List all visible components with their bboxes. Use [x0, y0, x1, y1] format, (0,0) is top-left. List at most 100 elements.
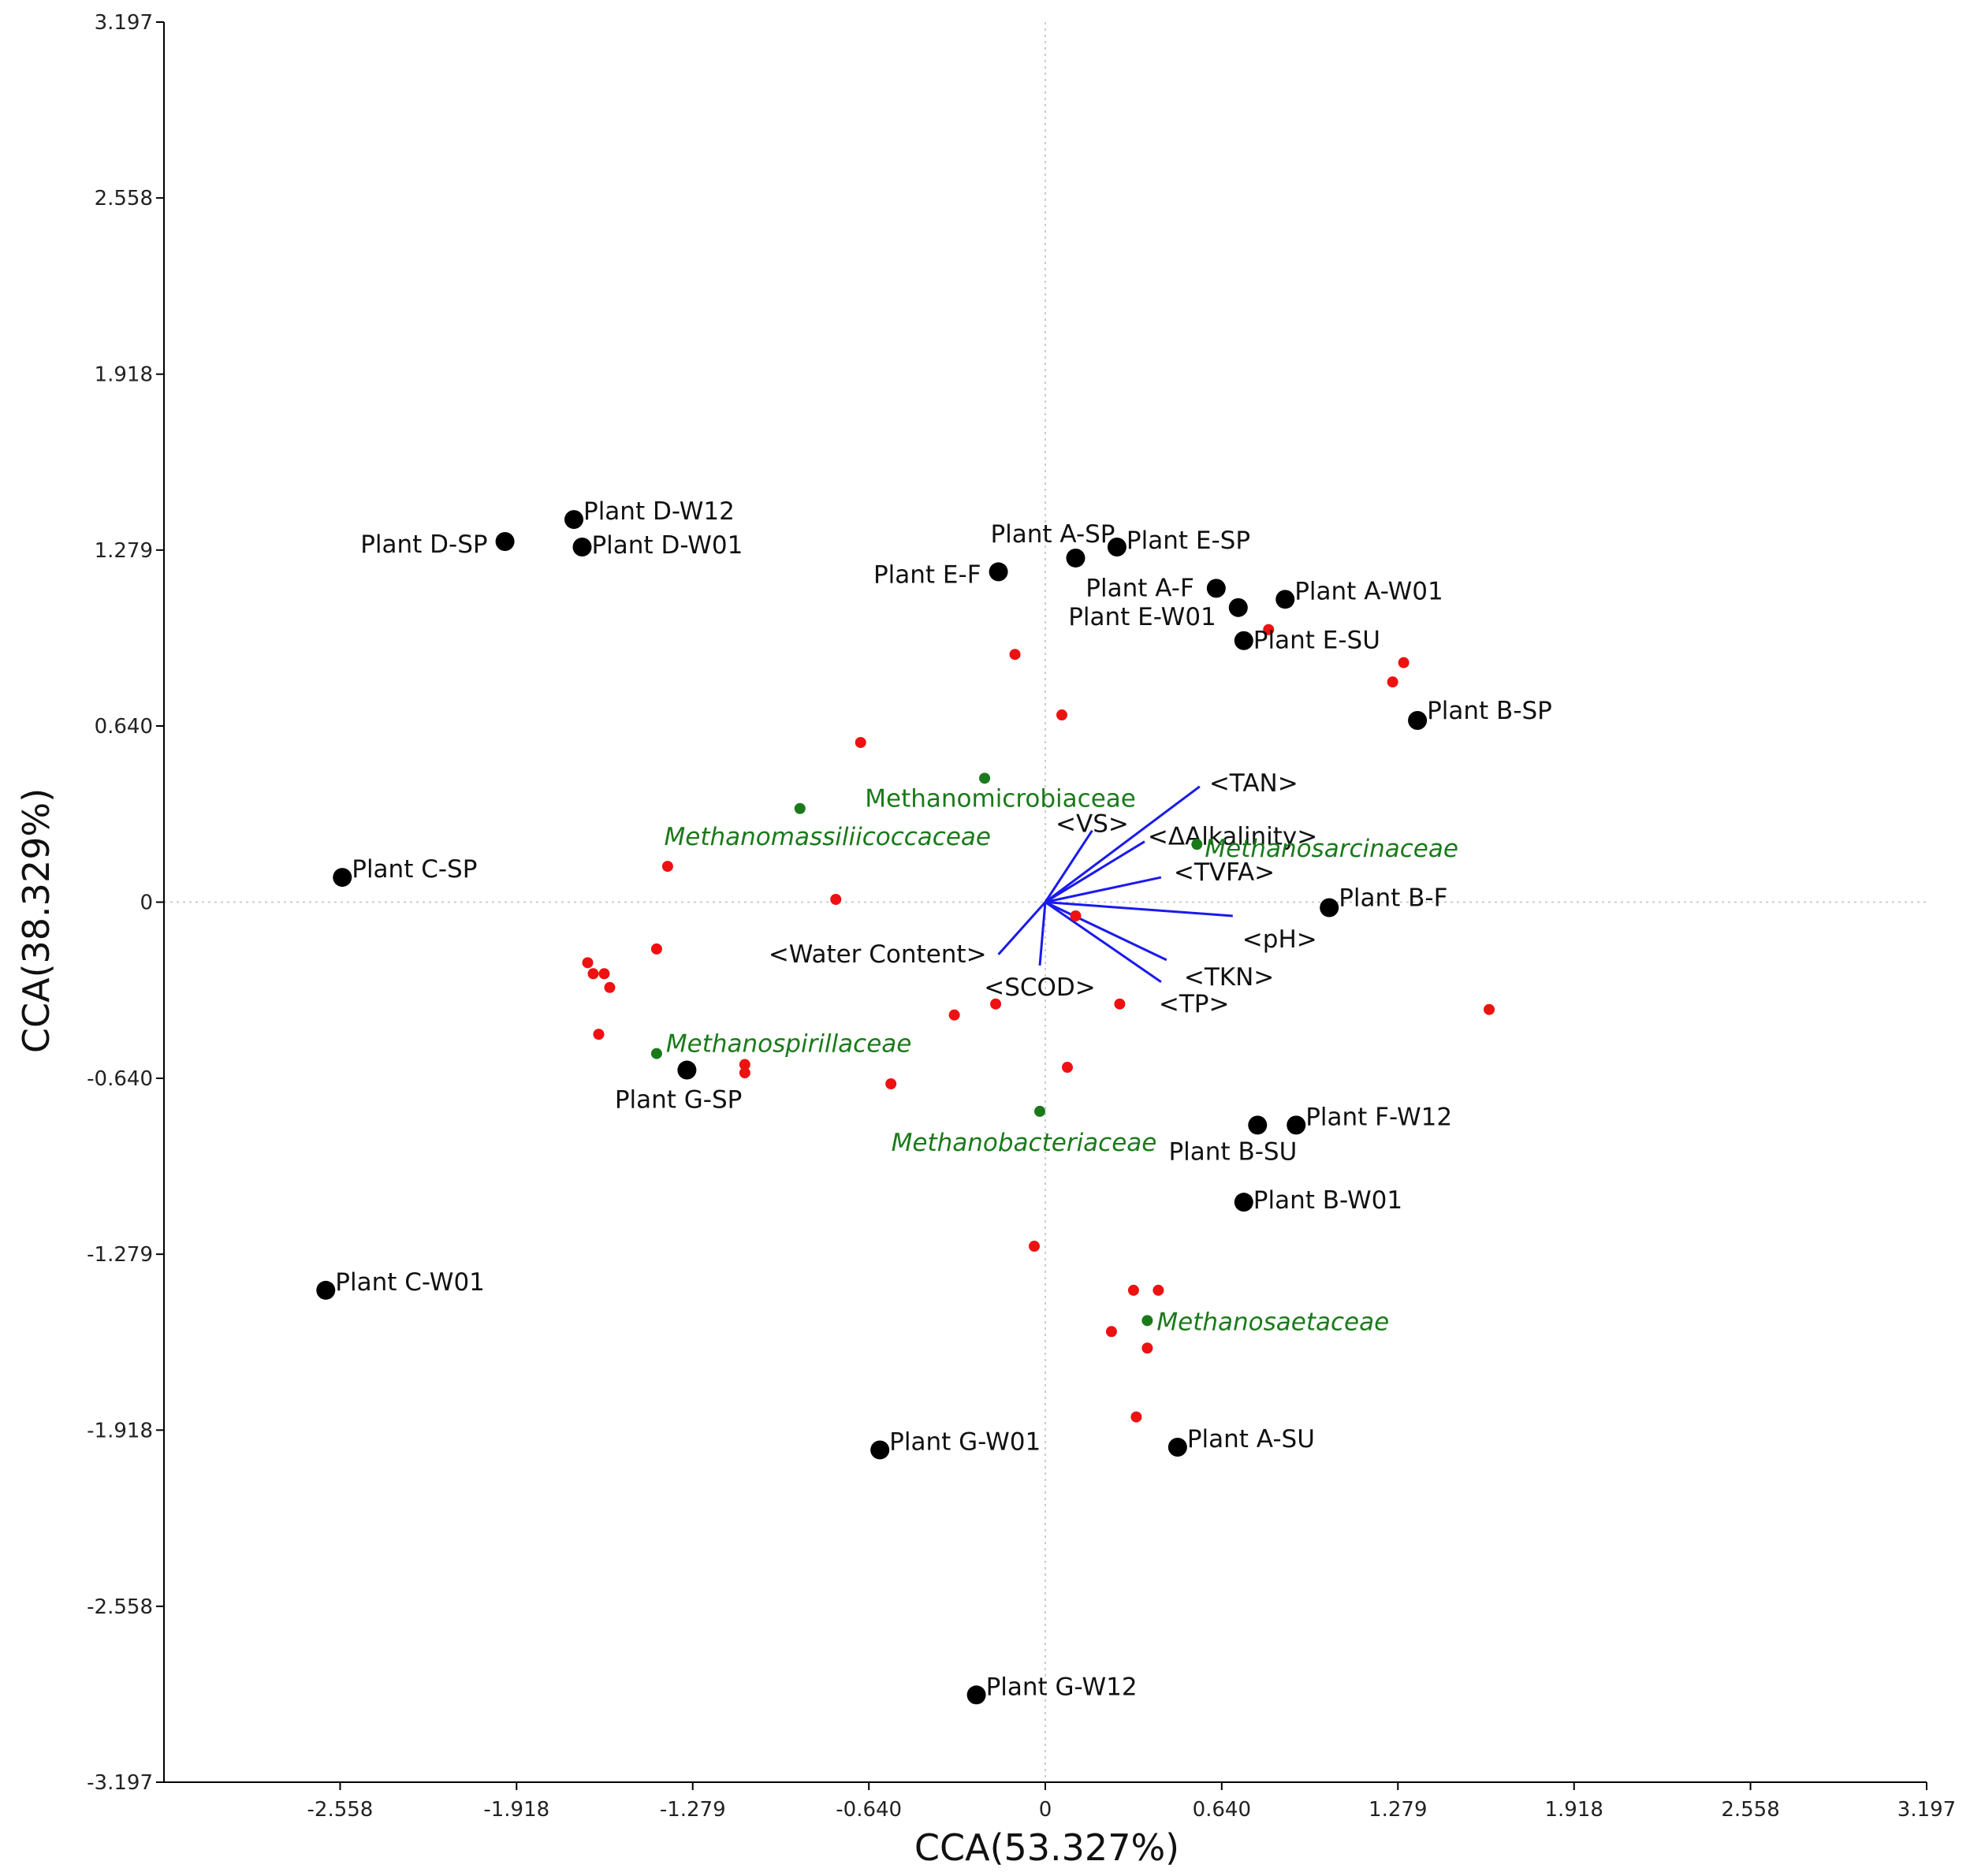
site-point [966, 1685, 986, 1705]
site-point [1206, 579, 1226, 598]
otu-point [830, 894, 842, 906]
otu-point [587, 968, 599, 980]
env-vector-label: <TAN> [1209, 769, 1298, 798]
env-vector-label: <pH> [1242, 925, 1317, 954]
site-point [1287, 1115, 1306, 1135]
otu-point [1029, 1241, 1041, 1253]
env-vector-arrow [1044, 829, 1093, 903]
y-tick-label: 1.279 [95, 539, 153, 563]
taxon-point [1034, 1105, 1046, 1117]
otu-point [855, 736, 866, 748]
otu-point [582, 957, 594, 969]
site-label: Plant A-W01 [1294, 577, 1443, 605]
otu-point [650, 943, 662, 955]
x-tick-label: 1.279 [1369, 1798, 1427, 1822]
environment-vectors: <TAN> <VS> <ΔAlkalinity> <TVFA> <pH> <Water C… [769, 769, 1317, 1018]
taxon-point [979, 772, 991, 784]
otu-point [1127, 1284, 1139, 1296]
site-label: Plant B-SP [1427, 697, 1552, 725]
otu-point [739, 1059, 750, 1070]
axes: 3.197 2.558 1.918 1.279 0.640 0 -0.640 -1.279 -1… [87, 11, 1956, 1822]
site-point [1228, 597, 1248, 617]
site-point [564, 510, 584, 530]
otu-point [1130, 1411, 1142, 1423]
site-label: Plant G-W01 [889, 1427, 1041, 1456]
x-axis-title: CCA(53.327%) [914, 1826, 1179, 1869]
site-point [1066, 548, 1086, 568]
site-label: Plant A-SU [1187, 1425, 1315, 1454]
site-label: Plant A-F [1086, 574, 1194, 602]
site-label: Plant E-F [873, 560, 981, 589]
site-point [316, 1280, 336, 1300]
x-tick-label: 3.197 [1897, 1798, 1956, 1822]
site-point [495, 532, 515, 552]
taxon-label: Methanomassiliicoccaceae [665, 823, 991, 851]
otu-point [739, 1067, 750, 1079]
otu-point [1141, 1342, 1153, 1354]
site-point [1248, 1115, 1268, 1135]
otu-point [661, 861, 673, 873]
env-vector-arrow [1045, 876, 1162, 903]
otu-point [990, 998, 1002, 1010]
x-tick-label: 2.558 [1721, 1798, 1779, 1822]
site-point [1320, 898, 1339, 918]
otu-point [1398, 657, 1410, 668]
x-tick-label: 0.640 [1193, 1798, 1251, 1822]
otu-point [1114, 998, 1126, 1010]
y-tick-label: 0 [140, 891, 153, 915]
site-label: Plant D-W12 [583, 497, 735, 526]
site-label: Plant B-F [1339, 884, 1447, 912]
y-tick-label: 3.197 [95, 11, 153, 35]
x-tick-label: 1.918 [1545, 1798, 1603, 1822]
env-vector-label: <TVFA> [1174, 858, 1275, 887]
site-point [989, 562, 1008, 582]
otu-point [1484, 1003, 1495, 1015]
site-label: Plant B-W01 [1253, 1186, 1402, 1215]
y-tick-label: 0.640 [95, 715, 153, 739]
site-label: Plant F-W12 [1305, 1103, 1452, 1131]
env-vector-label: <Water Content> [769, 940, 987, 969]
y-tick-label: 2.558 [95, 187, 153, 210]
otu-point [1387, 676, 1398, 688]
site-label: Plant A-SP [990, 520, 1115, 549]
otu-point [598, 968, 610, 980]
env-vector-label: <TKN> [1184, 963, 1274, 992]
taxon-point [650, 1048, 662, 1059]
taxon-label: Methanosaetaceae [1156, 1308, 1389, 1336]
env-vector-label: <ΔAlkalinity> [1148, 823, 1317, 851]
site-label: Plant E-SU [1253, 627, 1380, 655]
site-point [333, 868, 352, 888]
y-tick-label: -1.279 [87, 1243, 153, 1267]
site-point [870, 1440, 890, 1460]
otu-point [1153, 1284, 1164, 1296]
y-tick-label: 1.918 [95, 363, 153, 387]
env-vector-arrow [1045, 901, 1167, 962]
otu-point [1056, 709, 1067, 721]
otu-point [885, 1078, 897, 1089]
otu-point [1105, 1326, 1117, 1338]
env-vector-arrow [997, 901, 1047, 955]
site-label: Plant B-SU [1168, 1137, 1297, 1166]
site-point [1167, 1437, 1187, 1457]
y-axis-title: CCA(38.329%) [15, 788, 58, 1053]
site-point [572, 537, 592, 556]
env-vector-label: <TP> [1159, 990, 1230, 1018]
env-vector-arrow [1045, 785, 1201, 903]
env-vector-arrow [1045, 840, 1145, 903]
site-point [1234, 631, 1253, 650]
site-label: Plant C-W01 [335, 1268, 485, 1297]
x-tick-label: 0 [1039, 1798, 1052, 1822]
env-vector-arrow [1045, 901, 1162, 984]
x-tick-label: -2.558 [307, 1798, 374, 1822]
site-point [1275, 590, 1295, 609]
x-tick-label: -1.279 [660, 1798, 726, 1822]
otu-point [1263, 623, 1275, 635]
otu-point [604, 981, 616, 993]
env-vector-label: <VS> [1056, 810, 1129, 839]
taxon-point [1141, 1315, 1153, 1327]
y-tick-label: -3.197 [87, 1771, 153, 1795]
otu-point [1009, 649, 1021, 661]
site-point [677, 1060, 697, 1080]
taxon-label: Methanosarcinaceae [1205, 835, 1458, 863]
